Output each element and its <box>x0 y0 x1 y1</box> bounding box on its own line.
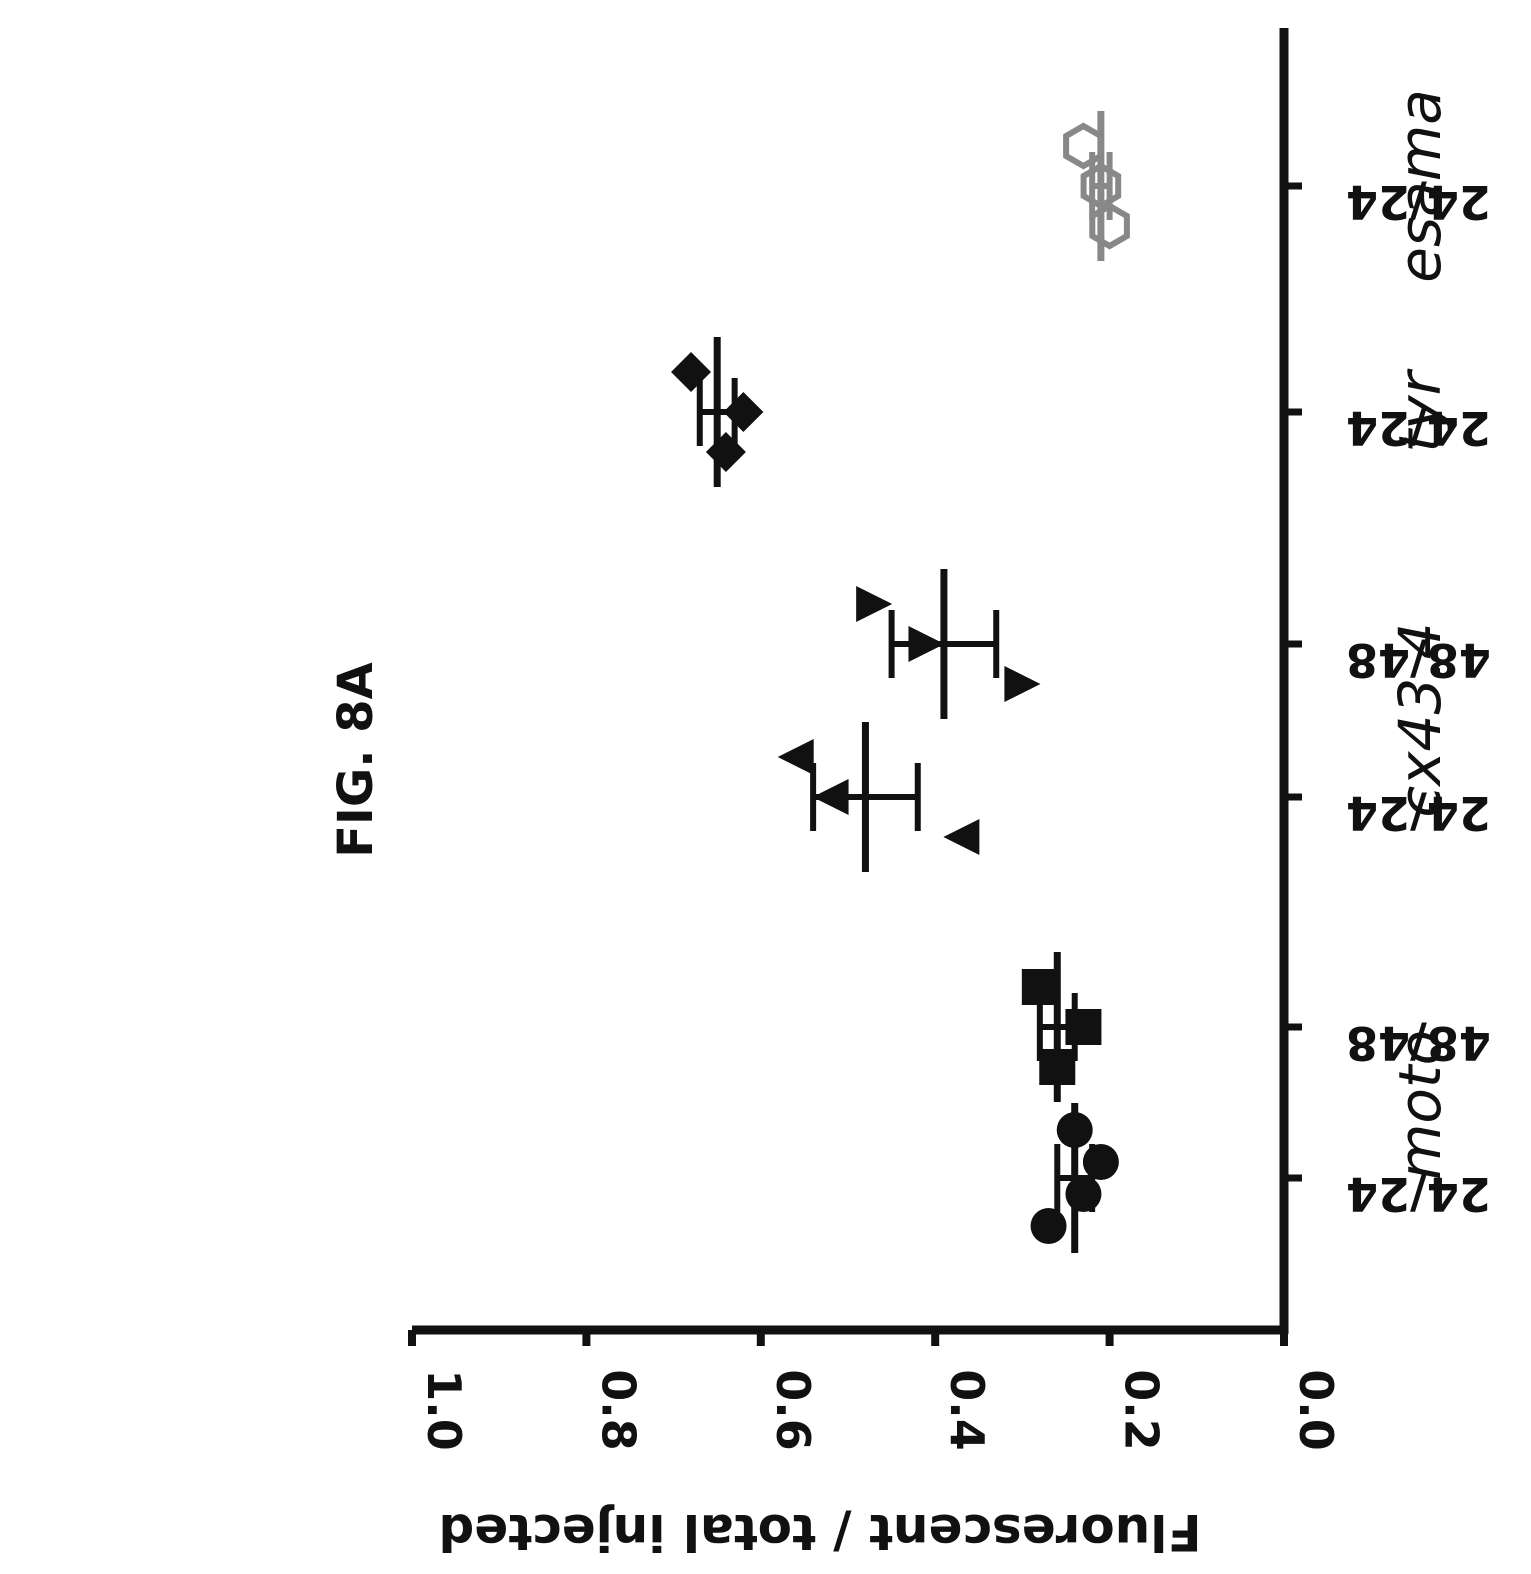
y-tick-label: 0.2 <box>1115 1369 1169 1451</box>
data-point-triangle-down <box>908 626 945 662</box>
y-tick-label: 0.6 <box>766 1369 820 1451</box>
y-tick-label: 0.4 <box>940 1369 994 1451</box>
y-tick-label: 1.0 <box>417 1369 471 1451</box>
chart-area: 0.00.20.40.60.81.0 24/2448/4824/2448/482… <box>408 28 1491 1451</box>
data-point-diamond <box>705 432 746 472</box>
category-label: 48/48 <box>1346 633 1491 687</box>
y-axis-label: Fluorescent / total injected <box>438 1503 1201 1561</box>
gene-label: cx43.4 <box>1386 622 1454 817</box>
data-point-hexagon <box>1080 162 1122 210</box>
data-point-circle <box>1030 1208 1067 1244</box>
data-point-triangle-down <box>856 586 893 622</box>
x-ticks <box>1284 182 1302 1182</box>
category-label: 24/24 <box>1346 401 1491 455</box>
category-label: 24/24 <box>1346 175 1491 229</box>
y-tick-label: 0.0 <box>1289 1369 1343 1451</box>
y-ticks: 0.0 0.2 0.4 0.6 0.8 1.0 <box>408 1330 1343 1451</box>
category-label: 48/48 <box>1346 1016 1491 1070</box>
gene-label: esama <box>1386 89 1454 282</box>
data-point-diamond <box>671 352 712 392</box>
data-point-square <box>1021 969 1058 1005</box>
y-tick-label: 0.8 <box>591 1369 645 1451</box>
category-label: 24/24 <box>1346 1167 1491 1221</box>
data-point-circle <box>1065 1176 1102 1212</box>
gene-labels: moto cx43.4 tyr esama <box>1386 89 1454 1180</box>
data-point-hexagon <box>1063 122 1104 170</box>
category-label: 24/24 <box>1346 786 1491 840</box>
data-point-triangle <box>812 779 849 815</box>
category-labels: 24/24 48/48 24/24 48/48 24/24 24/24 <box>1346 175 1491 1221</box>
figure-title: FIG. 8A <box>328 662 384 858</box>
data-point-circle <box>1082 1144 1119 1180</box>
gene-label: tyr <box>1386 368 1454 452</box>
data-point-diamond <box>723 392 764 432</box>
data-point-circle <box>1056 1112 1093 1148</box>
data-point-hexagon <box>1089 202 1130 250</box>
data-points <box>671 122 1130 1244</box>
data-point-triangle <box>777 739 814 775</box>
data-point-square <box>1065 1009 1102 1045</box>
data-point-square <box>1039 1049 1076 1085</box>
data-point-triangle <box>943 819 980 855</box>
gene-label: moto <box>1386 1030 1454 1180</box>
data-point-triangle-down <box>1004 666 1041 702</box>
